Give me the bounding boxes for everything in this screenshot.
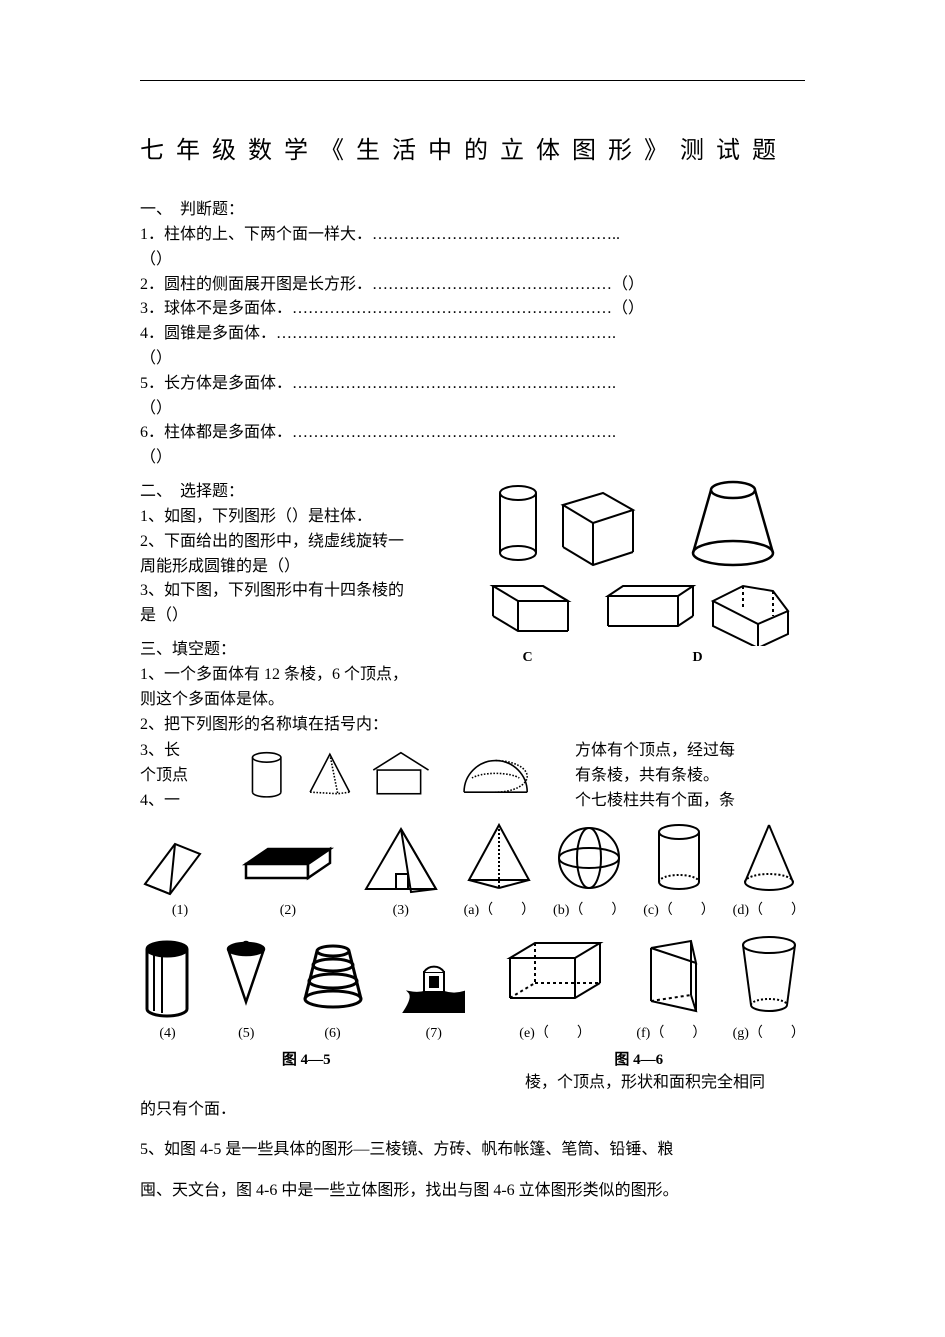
page-title: 七年级数学《生活中的立体图形》测试题 xyxy=(140,130,805,165)
sec1-q3: 3．球体不是多面体．……………………………………………………（） xyxy=(140,297,805,322)
sec1-q4a: 4．圆锥是多面体．………………………………………………………. xyxy=(140,322,805,347)
sec1-head: 一、 判断题： xyxy=(140,195,805,219)
fig-D: D xyxy=(598,576,798,666)
lbl-1: (1) xyxy=(140,903,220,919)
sec1-q5a: 5．长方体是多面体．……………………………………………………. xyxy=(140,372,805,397)
sec3-q1b: 则这个多面体是体。 xyxy=(140,688,455,713)
sec1-q2: 2．圆柱的侧面展开图是长方形．………………………………………（） xyxy=(140,273,805,298)
fig-cylinder-cube xyxy=(488,475,638,570)
fig46-b: (b)（ ） xyxy=(553,820,625,919)
sec1-q1b: （） xyxy=(140,248,805,273)
label-D: D xyxy=(598,650,798,666)
fig45-6: (6) xyxy=(298,937,368,1042)
sec3-q3-r2: 有条棱，共有条棱。 xyxy=(575,764,805,789)
lbl-e: (e)（ ） xyxy=(500,1022,610,1042)
lbl-2: (2) xyxy=(238,903,338,919)
caption-45: 图 4—5 xyxy=(140,1048,473,1069)
label-C: C xyxy=(473,650,583,666)
lbl-f: (f)（ ） xyxy=(636,1022,706,1042)
lbl-b: (b)（ ） xyxy=(553,899,625,919)
fig46-d: (d)（ ） xyxy=(733,820,805,919)
fig45-2: (2) xyxy=(238,824,338,919)
fig45-3: (3) xyxy=(356,824,446,919)
fig45-1: (1) xyxy=(140,824,220,919)
sec3-q2: 2、把下列图形的名称填在括号内： xyxy=(140,713,805,738)
sec3-q4-l: 4、一 xyxy=(140,789,210,814)
sec1-q6a: 6．柱体都是多面体．……………………………………………………. xyxy=(140,421,805,446)
sec3-q4-r: 个七棱柱共有个面，条 xyxy=(575,789,805,814)
sec1-q5b: （） xyxy=(140,397,805,422)
sec3-q3-l1: 3、长 xyxy=(140,739,210,764)
sec3-q3-l2: 个顶点 xyxy=(140,764,210,789)
caption-46: 图 4—6 xyxy=(473,1048,806,1069)
fig45-7: (7) xyxy=(394,937,474,1042)
q5a: 5、如图 4-5 是一些具体的图形—三棱镜、方砖、帆布帐篷、笔筒、铅锤、粮 xyxy=(140,1138,805,1163)
sec2-head: 二、 选择题： xyxy=(140,477,455,501)
lbl-3: (3) xyxy=(356,903,446,919)
lbl-a: (a)（ ） xyxy=(464,899,536,919)
fig45-5: (5) xyxy=(221,937,271,1042)
sec1-q1a: 1．柱体的上、下两个面一样大．……………………………………….. xyxy=(140,223,805,248)
sec2-q3b: 是（） xyxy=(140,604,455,629)
fig46-e: (e)（ ） xyxy=(500,933,610,1042)
q5b: 囤、天文台，图 4-6 中是一些立体图形，找出与图 4-6 立体图形类似的图形。 xyxy=(140,1179,805,1204)
sec2-q3a: 3、如下图，下列图形中有十四条棱的 xyxy=(140,579,455,604)
fig-C: C xyxy=(473,576,583,666)
sec3-q3-r1: 方体有个顶点，经过每 xyxy=(575,739,805,764)
fig-frustum xyxy=(683,475,783,570)
sec2-q2b: 周能形成圆锥的是（） xyxy=(140,555,455,580)
sec1-q4b: （） xyxy=(140,347,805,372)
lbl-c: (c)（ ） xyxy=(643,899,715,919)
fig46-a: (a)（ ） xyxy=(464,820,536,919)
sec2-q1: 1、如图，下列图形（）是柱体． xyxy=(140,505,455,530)
tail2: 的只有个面． xyxy=(140,1098,805,1123)
fig46-f: (f)（ ） xyxy=(636,933,706,1042)
sec3-q1a: 1、一个多面体有 12 条棱，6 个顶点， xyxy=(140,663,455,688)
lbl-5: (5) xyxy=(221,1026,271,1042)
fig46-c: (c)（ ） xyxy=(643,820,715,919)
lbl-d: (d)（ ） xyxy=(733,899,805,919)
top-rule xyxy=(140,80,805,81)
tail1: 棱，个顶点，形状和面积完全相同 xyxy=(140,1071,805,1096)
fig46-g: (g)（ ） xyxy=(733,933,805,1042)
lbl-6: (6) xyxy=(298,1026,368,1042)
fig45-4: (4) xyxy=(140,937,195,1042)
sec1-q6b: （） xyxy=(140,446,805,471)
lbl-4: (4) xyxy=(140,1026,195,1042)
sec3-head: 三、填空题： xyxy=(140,635,455,659)
lbl-g: (g)（ ） xyxy=(733,1022,805,1042)
lbl-7: (7) xyxy=(394,1026,474,1042)
sec2-q2a: 2、下面给出的图形中，绕虚线旋转一 xyxy=(140,530,455,555)
mid-shapes-upper xyxy=(243,739,543,809)
